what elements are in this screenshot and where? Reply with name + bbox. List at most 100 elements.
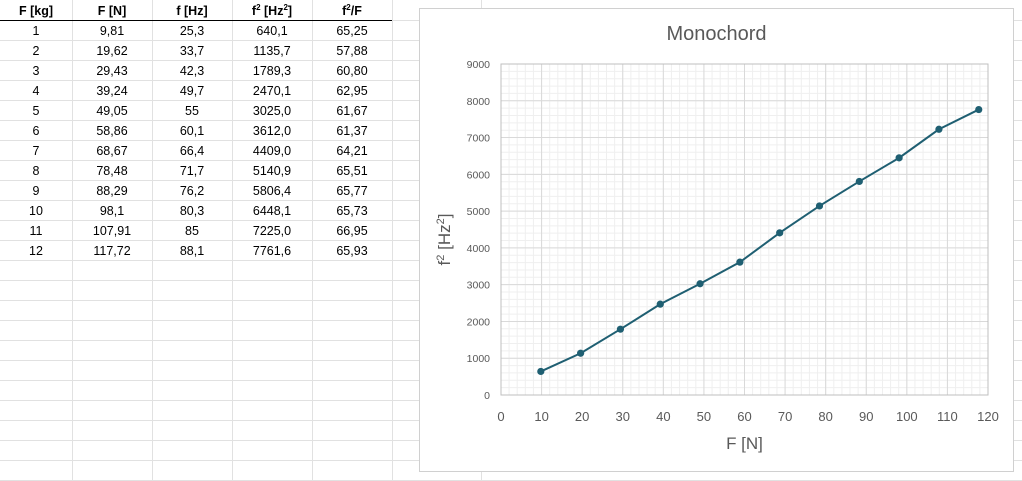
table-cell[interactable]: 1135,7 xyxy=(253,44,291,58)
table-cell[interactable]: 57,88 xyxy=(336,44,368,58)
chart-panel[interactable]: 0 10 20 30 40 50 60 70 80 90 100 110 120 0 1000 2000 300… xyxy=(419,8,1014,472)
table-cell[interactable]: 88,29 xyxy=(96,184,128,198)
table-cell[interactable]: 12 xyxy=(29,244,43,258)
table-cell[interactable]: 85 xyxy=(185,224,199,238)
table-cell[interactable]: 1 xyxy=(32,24,40,38)
data-point xyxy=(696,280,704,288)
table-cell[interactable]: 4409,0 xyxy=(252,144,292,158)
table-cell[interactable]: 64,21 xyxy=(336,144,368,158)
data-point xyxy=(815,202,824,210)
table-cell[interactable]: 65,73 xyxy=(336,204,368,218)
column-header[interactable]: f [Hz] xyxy=(156,1,228,21)
y-axis-label-text: f xyxy=(435,260,454,265)
table-cell[interactable]: 88,1 xyxy=(179,244,205,258)
table-cell[interactable]: 98,1 xyxy=(99,204,125,218)
data-point xyxy=(537,367,545,376)
header-superscript: 2 xyxy=(256,3,261,12)
y-tick-label: 5000 xyxy=(467,206,491,218)
table-cell[interactable]: 66,4 xyxy=(179,144,205,158)
column-header[interactable]: F [N] xyxy=(76,1,148,21)
table-cell[interactable]: 61,37 xyxy=(336,124,368,138)
table-cell[interactable]: 7761,6 xyxy=(252,244,292,258)
table-cell[interactable]: 25,3 xyxy=(179,24,205,38)
table-cell[interactable]: 4 xyxy=(32,84,40,98)
table-cell[interactable]: 65,77 xyxy=(336,184,368,198)
x-axis-label: F [N] xyxy=(726,434,763,453)
header-border xyxy=(0,20,392,21)
table-cell[interactable]: 8 xyxy=(32,164,40,178)
y-tick-label: 1000 xyxy=(467,353,491,365)
table-cell[interactable]: 10 xyxy=(29,204,43,218)
y-tick-label: 4000 xyxy=(467,243,491,255)
table-cell[interactable]: 65,25 xyxy=(336,24,368,38)
table-cell[interactable]: 62,95 xyxy=(336,84,368,98)
x-tick-label: 70 xyxy=(778,409,792,424)
table-cell[interactable]: 11 xyxy=(29,224,43,238)
table-cell[interactable]: 3025,0 xyxy=(252,104,292,118)
data-point xyxy=(616,325,625,333)
table-cell[interactable]: 107,91 xyxy=(92,224,132,238)
table-cell[interactable]: 117,72 xyxy=(93,244,131,258)
table-cell[interactable]: 9 xyxy=(32,184,40,198)
table-cell[interactable]: 80,3 xyxy=(179,204,205,218)
table-cell[interactable]: 5140,9 xyxy=(252,164,292,178)
table-cell[interactable]: 19,62 xyxy=(96,44,128,58)
table-cell[interactable]: 6448,1 xyxy=(252,204,292,218)
header-text: f xyxy=(342,4,347,18)
table-cell[interactable]: 76,2 xyxy=(179,184,205,198)
table-cell[interactable]: 2 xyxy=(32,44,40,58)
table-cell[interactable]: 66,95 xyxy=(336,224,368,238)
table-cell[interactable]: 6 xyxy=(32,124,40,138)
table-cell[interactable]: 60,1 xyxy=(179,124,205,138)
table-cell[interactable]: 5 xyxy=(32,104,40,118)
table-cell[interactable]: 65,51 xyxy=(336,164,368,178)
column-header[interactable]: f2 [Hz2] xyxy=(236,1,308,21)
x-tick-label: 40 xyxy=(656,409,670,424)
x-tick-label: 30 xyxy=(616,409,630,424)
y-tick-label: 8000 xyxy=(467,96,491,108)
table-cell[interactable]: 68,67 xyxy=(96,144,128,158)
y-tick-label: 0 xyxy=(484,390,490,402)
header-text: [Hz xyxy=(260,4,284,18)
column-header[interactable]: f2/F xyxy=(316,1,388,21)
table-cell[interactable]: 640,1 xyxy=(256,24,288,38)
table-cell[interactable]: 58,86 xyxy=(96,124,128,138)
table-cell[interactable]: 78,48 xyxy=(96,164,128,178)
table-cell[interactable]: 29,43 xyxy=(96,64,128,78)
y-axis-label-superscript: 2 xyxy=(435,255,447,261)
table-cell[interactable]: 9,81 xyxy=(99,24,125,38)
table-cell[interactable]: 61,67 xyxy=(336,104,368,118)
y-axis-label-superscript: 2 xyxy=(435,218,447,224)
y-tick-label: 6000 xyxy=(467,169,491,181)
table-cell[interactable]: 7225,0 xyxy=(252,224,292,238)
data-point xyxy=(577,349,585,357)
table-cell[interactable]: 71,7 xyxy=(179,164,205,178)
chart-svg: 0 10 20 30 40 50 60 70 80 90 100 110 120 0 1000 2000 300… xyxy=(435,23,999,453)
y-tick-label: 2000 xyxy=(467,316,491,328)
header-text: /F xyxy=(350,4,362,18)
table-cell[interactable]: 55 xyxy=(185,104,199,118)
table-cell[interactable]: 49,05 xyxy=(96,104,128,118)
x-tick-label: 20 xyxy=(575,409,589,424)
table-cell[interactable]: 3612,0 xyxy=(252,124,292,138)
table-cell[interactable]: 65,93 xyxy=(336,244,368,258)
table-cell[interactable]: 7 xyxy=(32,144,40,158)
table-cell[interactable]: 60,80 xyxy=(336,64,368,78)
y-tick-label: 9000 xyxy=(467,59,491,71)
table-cell[interactable]: 2470,1 xyxy=(252,84,292,98)
header-superscript: 2 xyxy=(283,3,288,12)
table-cell[interactable]: 39,24 xyxy=(96,84,128,98)
table-cell[interactable]: 5806,4 xyxy=(252,184,292,198)
table-cell[interactable]: 3 xyxy=(32,64,40,78)
x-tick-label: 10 xyxy=(534,409,548,424)
series-line xyxy=(540,108,980,373)
table-cell[interactable]: 42,3 xyxy=(179,64,205,78)
header-text: F [kg] xyxy=(18,4,54,18)
table-cell[interactable]: 1789,3 xyxy=(252,64,292,78)
data-point xyxy=(975,105,983,114)
table-cell[interactable]: 33,7 xyxy=(179,44,205,58)
y-tick-label: 3000 xyxy=(467,280,491,292)
column-header[interactable]: F [kg] xyxy=(0,1,72,21)
y-tick-label: 7000 xyxy=(467,133,491,145)
table-cell[interactable]: 49,7 xyxy=(179,84,205,98)
